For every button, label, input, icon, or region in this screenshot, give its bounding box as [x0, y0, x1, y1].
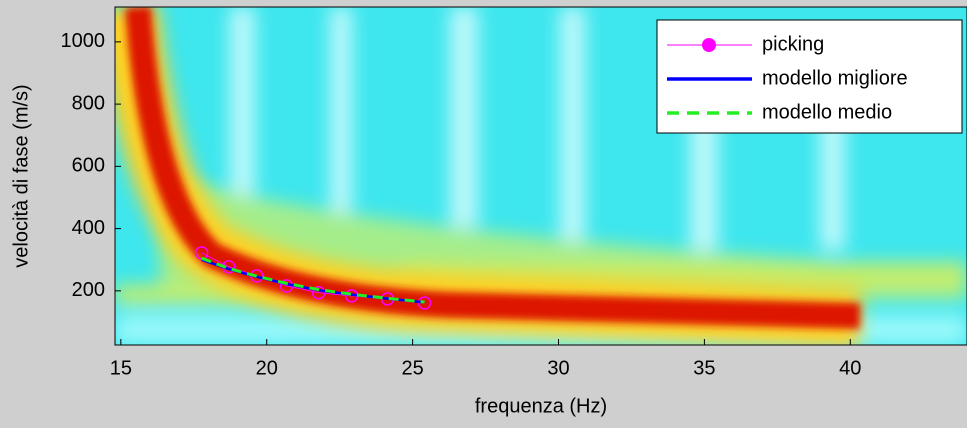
x-axis-label: frequenza (Hz) [475, 395, 607, 417]
x-tick-label: 15 [110, 357, 132, 379]
plot-frame [114, 6, 967, 346]
y-tick-label: 600 [72, 155, 105, 177]
x-tick-label: 20 [256, 357, 278, 379]
pick-marker [311, 285, 326, 300]
x-tick-label: 30 [547, 357, 569, 379]
series-line [201, 256, 425, 304]
legend-label: picking [762, 33, 824, 55]
legend-label: modello medio [762, 101, 892, 123]
legend-marker [702, 38, 716, 52]
y-tick-label: 800 [72, 92, 105, 114]
y-tick-label: 200 [72, 279, 105, 301]
y-axis-label: velocità di fase (m/s) [10, 84, 32, 267]
y-tick-label: 1000 [61, 30, 106, 52]
y-tick-label: 400 [72, 217, 105, 239]
legend-label: modello migliore [762, 67, 908, 89]
x-tick-label: 40 [839, 357, 861, 379]
legend: picking modello migliore modello medio [656, 19, 963, 134]
x-tick-label: 35 [693, 357, 715, 379]
x-tick-label: 25 [401, 357, 423, 379]
